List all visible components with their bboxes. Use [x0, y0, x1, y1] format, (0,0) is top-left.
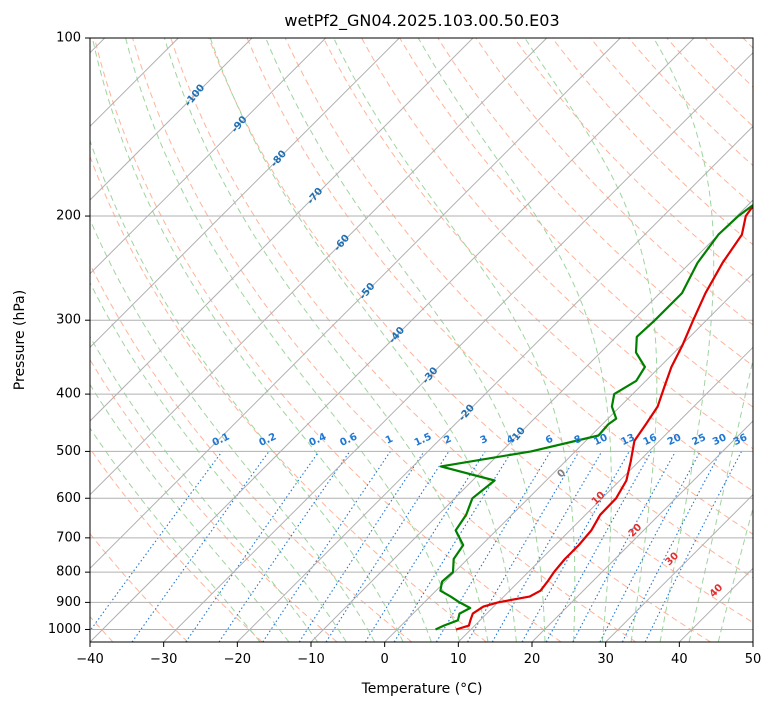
mixing-ratio-line — [521, 451, 630, 642]
mixing-ratio-label: 2 — [442, 434, 453, 447]
mixing-ratio-line — [644, 451, 742, 642]
dry-adiabat — [90, 447, 263, 642]
moist-adiabat — [125, 38, 461, 642]
dry-adiabat — [284, 38, 753, 535]
isotherm-line — [457, 346, 753, 642]
mixing-ratio-label: 20 — [666, 432, 683, 448]
y-tick-label: 400 — [56, 387, 81, 402]
y-tick-label: 900 — [56, 595, 81, 610]
mixing-ratio-line — [298, 451, 425, 642]
mixing-ratio-label: 4 — [505, 434, 516, 447]
plot-frame — [89, 37, 754, 643]
y-tick-label: 700 — [56, 530, 81, 545]
mixing-ratio-label: 1 — [384, 434, 395, 447]
temperature-profile — [455, 204, 753, 631]
isotherm-line — [90, 38, 253, 201]
isotherm-line — [605, 493, 753, 642]
isotherm-line — [90, 38, 327, 275]
moist-adiabat — [688, 356, 753, 642]
y-axis-title: Pressure (hPa) — [12, 290, 28, 390]
x-tick-label: 10 — [450, 652, 467, 667]
moist-adiabat — [91, 38, 432, 642]
moist-adiabat — [417, 38, 612, 642]
x-axis-title: Temperature (°C) — [361, 681, 483, 697]
isotherm-line — [90, 38, 621, 570]
mixing-ratio-label: 10 — [592, 432, 609, 448]
moist-adiabat — [163, 38, 489, 642]
x-tick-label: 20 — [524, 652, 541, 667]
mixing-ratio-label: 30 — [711, 432, 728, 448]
moist-adiabat — [717, 506, 753, 642]
chart-title: wetPf2_GN04.2025.103.00.50.E03 — [284, 11, 559, 31]
isotherm-line — [236, 125, 753, 642]
isotherm-line — [531, 420, 753, 642]
mixing-ratio-line — [185, 451, 320, 642]
mixing-ratio-label: 36 — [732, 432, 749, 448]
mixing-ratio-label: 8 — [573, 434, 584, 447]
mixing-ratio-label: 13 — [619, 432, 636, 448]
moist-adiabat — [90, 383, 290, 642]
isotherm-line — [90, 38, 695, 642]
dry-adiabat — [94, 38, 562, 642]
x-tick-label: −30 — [150, 652, 177, 667]
moist-adiabat — [524, 38, 658, 642]
isotherm-line — [90, 38, 548, 496]
isotherm-line — [310, 199, 753, 642]
mixing-ratio-label: 25 — [691, 432, 708, 448]
mixing-ratio-line — [393, 451, 513, 642]
moist-adiabat — [90, 427, 261, 642]
dewpoint-profile — [435, 203, 753, 631]
moist-adiabat — [90, 281, 347, 642]
mixing-ratio-label: 16 — [642, 432, 659, 448]
isotherm-line — [163, 51, 753, 642]
x-tick-label: −10 — [297, 652, 324, 667]
mixing-ratio-line — [572, 451, 676, 642]
plot-area: -100-90-80-70-60-50-40-30-20-100.1 0.2 0.4… — [90, 38, 753, 642]
mixing-ratio-line — [545, 451, 652, 642]
y-tick-label: 300 — [56, 313, 81, 328]
mixing-ratio-line — [218, 451, 351, 642]
mixing-ratio-label: 3 — [479, 434, 490, 447]
y-tick-label: 800 — [56, 565, 81, 580]
y-tick-label: 600 — [56, 491, 81, 506]
moist-adiabat — [90, 335, 319, 642]
x-tick-label: −20 — [224, 652, 251, 667]
dry-adiabat — [90, 263, 413, 642]
dry-adiabat — [513, 38, 753, 286]
y-tick-label: 100 — [56, 31, 81, 46]
x-axis: −40 −30 −20 −10 0 10 20 30 40 50 — [76, 642, 761, 667]
isotherm-line — [90, 38, 474, 422]
dry-adiabat — [90, 358, 338, 642]
isotherm-line — [384, 272, 753, 642]
y-tick-label: 1000 — [48, 622, 81, 637]
y-tick-label: 500 — [56, 444, 81, 459]
y-axis: 100 200 300 400 500 600 700 800 900 1000 — [48, 31, 90, 637]
x-tick-label: −40 — [76, 652, 103, 667]
dry-adiabat — [322, 38, 753, 492]
mixing-ratio-line — [90, 451, 223, 632]
isotherm-line — [90, 38, 400, 349]
moist-adiabat — [653, 38, 715, 642]
grid-lines — [90, 38, 753, 642]
y-tick-label: 200 — [56, 209, 81, 224]
mixing-ratio-line — [325, 451, 450, 642]
x-tick-label: 50 — [745, 652, 762, 667]
x-tick-label: 30 — [597, 652, 614, 667]
x-tick-label: 0 — [381, 652, 389, 667]
mixing-ratio-label: 6 — [544, 434, 555, 447]
x-tick-label: 40 — [671, 652, 688, 667]
dry-adiabat — [208, 38, 753, 624]
dry-adiabat — [170, 38, 711, 642]
mixing-ratio-line — [262, 451, 391, 642]
series-group — [435, 203, 753, 631]
